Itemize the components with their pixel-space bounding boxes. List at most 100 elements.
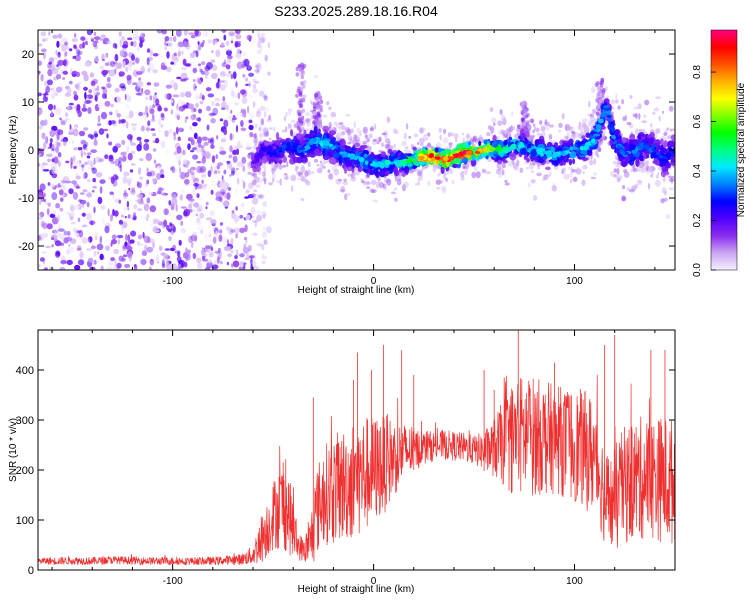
noise-blob	[195, 102, 199, 108]
noise-blob	[240, 202, 245, 208]
noise-blob	[194, 86, 197, 89]
ridge-halo	[516, 128, 520, 132]
ridge-core	[656, 152, 661, 155]
noise-blob	[107, 208, 110, 217]
ridge-halo	[590, 120, 595, 127]
noise-blob	[236, 167, 239, 171]
noise-blob	[165, 84, 173, 89]
ridge-core	[613, 140, 618, 143]
noise-blob	[120, 152, 124, 159]
noise-blob	[168, 200, 172, 206]
ridge-core	[475, 151, 481, 155]
ridge-halo	[561, 167, 567, 172]
noise-blob	[189, 52, 196, 58]
noise-blob	[146, 197, 151, 204]
ridge-halo	[261, 170, 266, 178]
noise-blob	[120, 88, 126, 92]
ridge-halo	[529, 160, 535, 166]
noise-blob	[240, 145, 243, 148]
noise-blob	[110, 120, 116, 125]
noise-blob	[86, 248, 92, 251]
noise-blob	[225, 182, 230, 187]
ridge-halo	[369, 127, 374, 132]
noise-blob	[150, 223, 154, 227]
ridge-core	[510, 144, 515, 148]
noise-blob	[53, 156, 59, 164]
noise-blob	[130, 41, 134, 46]
noise-blob	[44, 37, 49, 42]
noise-blob	[118, 255, 124, 262]
noise-blob	[104, 62, 110, 66]
ridge-plume	[315, 97, 320, 102]
noise-blob	[197, 41, 200, 45]
noise-blob	[215, 49, 221, 58]
noise-blob	[68, 80, 73, 85]
noise-blob	[178, 42, 184, 48]
noise-blob	[262, 226, 267, 231]
noise-blob	[211, 155, 216, 164]
ridge-cell	[537, 143, 545, 149]
noise-blob	[106, 133, 109, 139]
ridge-halo	[449, 144, 454, 148]
noise-blob	[173, 35, 177, 43]
noise-blob	[178, 239, 182, 246]
noise-blob	[87, 257, 94, 263]
ridge-halo	[378, 136, 382, 143]
noise-blob	[76, 50, 83, 56]
ridge-halo	[655, 96, 662, 99]
ridge-core	[400, 161, 406, 165]
ridge-halo	[500, 114, 506, 122]
noise-blob	[47, 182, 51, 186]
ridge-cell	[468, 141, 472, 146]
noise-blob	[156, 30, 163, 34]
noise-blob	[138, 201, 145, 205]
noise-blob	[255, 60, 259, 66]
ridge-cell	[568, 158, 573, 166]
ridge-halo	[615, 99, 619, 104]
noise-blob	[190, 241, 194, 249]
noise-blob	[164, 40, 167, 46]
ridge-plume	[300, 81, 304, 86]
noise-blob	[60, 118, 63, 126]
noise-blob	[262, 253, 265, 257]
noise-blob	[229, 162, 233, 170]
snr-y-label: SNR (10 * v/v)	[8, 418, 19, 482]
noise-blob	[89, 72, 94, 78]
ridge-halo	[287, 108, 293, 113]
noise-blob	[124, 263, 131, 268]
noise-blob	[229, 174, 232, 177]
noise-blob	[139, 190, 143, 194]
noise-blob	[144, 139, 150, 143]
ridge-halo	[460, 175, 464, 181]
noise-blob	[146, 246, 154, 253]
noise-blob	[188, 235, 193, 243]
noise-blob	[199, 100, 204, 105]
noise-blob	[94, 87, 98, 92]
ridge-core	[255, 155, 261, 160]
ridge-halo	[644, 99, 650, 106]
ridge-core	[447, 156, 454, 160]
noise-blob	[73, 227, 76, 233]
ridge-cell	[296, 156, 303, 164]
noise-blob	[251, 39, 255, 47]
noise-blob	[258, 193, 265, 199]
noise-blob	[75, 159, 82, 168]
ridge-halo	[438, 127, 442, 133]
noise-blob	[117, 234, 124, 239]
noise-blob	[205, 87, 212, 92]
ridge-halo	[645, 160, 650, 166]
noise-blob	[198, 108, 202, 114]
ridge-halo	[532, 123, 536, 127]
noise-blob	[168, 212, 172, 217]
noise-blob	[38, 107, 43, 115]
noise-blob	[79, 160, 82, 164]
noise-blob	[110, 257, 115, 262]
noise-blob	[128, 187, 131, 191]
noise-blob	[166, 51, 170, 59]
ridge-halo	[571, 131, 575, 135]
noise-blob	[221, 30, 227, 33]
noise-blob	[160, 65, 168, 70]
noise-blob	[118, 156, 122, 164]
noise-blob	[216, 81, 220, 89]
ridge-halo	[250, 193, 257, 198]
